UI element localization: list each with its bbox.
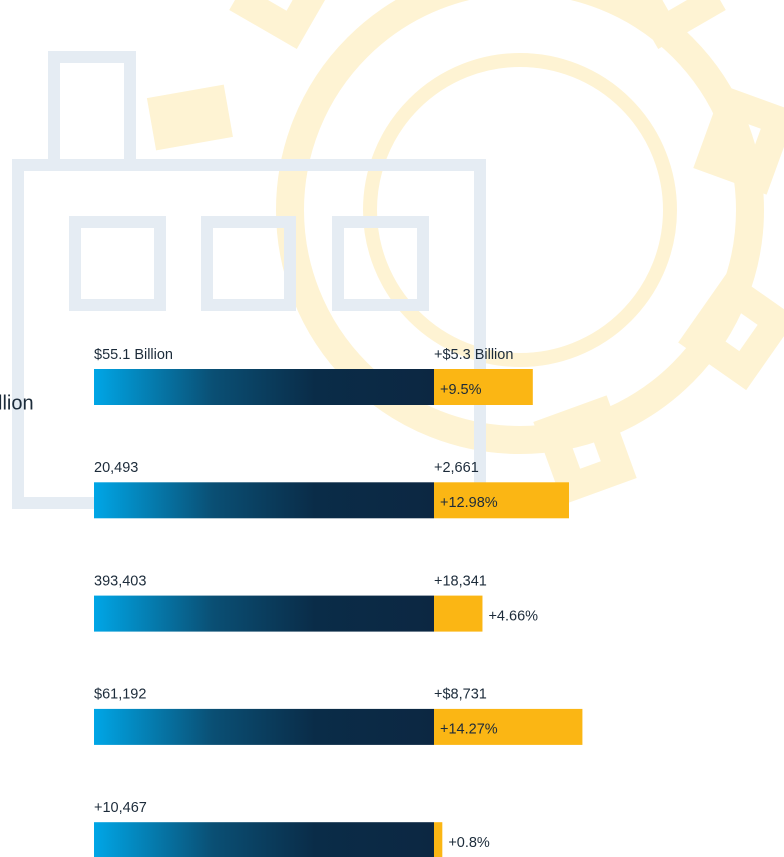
page: {"side_label": "llion", "rows": [ {"base… — [0, 0, 784, 857]
pct-label: +9.5% — [440, 382, 482, 398]
side-label: llion — [0, 392, 34, 414]
pct-label: +14.27% — [440, 722, 498, 738]
base-bar — [94, 822, 434, 857]
gear-decoration — [163, 0, 779, 487]
base-bar — [94, 709, 434, 745]
infographic: llion $55.1 Billion +$5.3 Billion +9.5% 20,… — [0, 0, 784, 857]
growth-bar — [434, 596, 482, 632]
factory-decoration — [18, 57, 480, 503]
base-label: $61,192 — [94, 687, 146, 703]
base-label: +10,467 — [94, 800, 147, 816]
base-bar — [94, 369, 434, 405]
base-bar — [94, 596, 434, 632]
pct-label: +4.66% — [488, 608, 538, 624]
growth-label: +$5.3 Billion — [434, 347, 513, 363]
base-label: $55.1 Billion — [94, 347, 173, 363]
pct-label: +12.98% — [440, 495, 498, 511]
growth-label: +2,661 — [434, 460, 479, 476]
base-label: 20,493 — [94, 460, 138, 476]
growth-label: +18,341 — [434, 573, 487, 589]
growth-label: +$8,731 — [434, 687, 487, 703]
growth-bar — [434, 822, 442, 857]
base-bar — [94, 482, 434, 518]
pct-label: +0.8% — [448, 835, 490, 851]
base-label: 393,403 — [94, 573, 146, 589]
